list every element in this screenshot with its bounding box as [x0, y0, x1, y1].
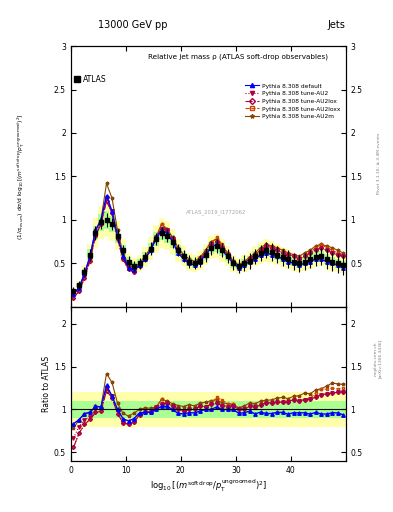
Text: mcplots.cern.ch: mcplots.cern.ch [373, 341, 377, 376]
Text: Jets: Jets [328, 20, 346, 30]
Text: 13000 GeV pp: 13000 GeV pp [98, 20, 168, 30]
Text: Relative jet mass ρ (ATLAS soft-drop observables): Relative jet mass ρ (ATLAS soft-drop obs… [148, 54, 328, 60]
Text: ATLAS_2019_I1772062: ATLAS_2019_I1772062 [186, 209, 247, 215]
Y-axis label: $(1/\sigma_{\mathrm{resum}})$ d$\sigma$/d $\log_{10}[(m^{\mathrm{soft\,drop}}/p_: $(1/\sigma_{\mathrm{resum}})$ d$\sigma$/… [15, 113, 27, 240]
Y-axis label: Ratio to ATLAS: Ratio to ATLAS [42, 356, 51, 412]
Legend: Pythia 8.308 default, Pythia 8.308 tune-AU2, Pythia 8.308 tune-AU2lox, Pythia 8.: Pythia 8.308 default, Pythia 8.308 tune-… [242, 80, 343, 122]
Text: ATLAS: ATLAS [83, 75, 107, 83]
X-axis label: $\log_{10}[(m^{\mathrm{soft\,drop}}/p_{\mathrm{T}}^{\mathrm{ungroomed}})^2]$: $\log_{10}[(m^{\mathrm{soft\,drop}}/p_{\… [150, 477, 267, 494]
Text: Rivet 3.1.10; ≥ 3.4M events: Rivet 3.1.10; ≥ 3.4M events [377, 133, 381, 195]
Text: [arXiv:1306.3436]: [arXiv:1306.3436] [378, 339, 382, 378]
